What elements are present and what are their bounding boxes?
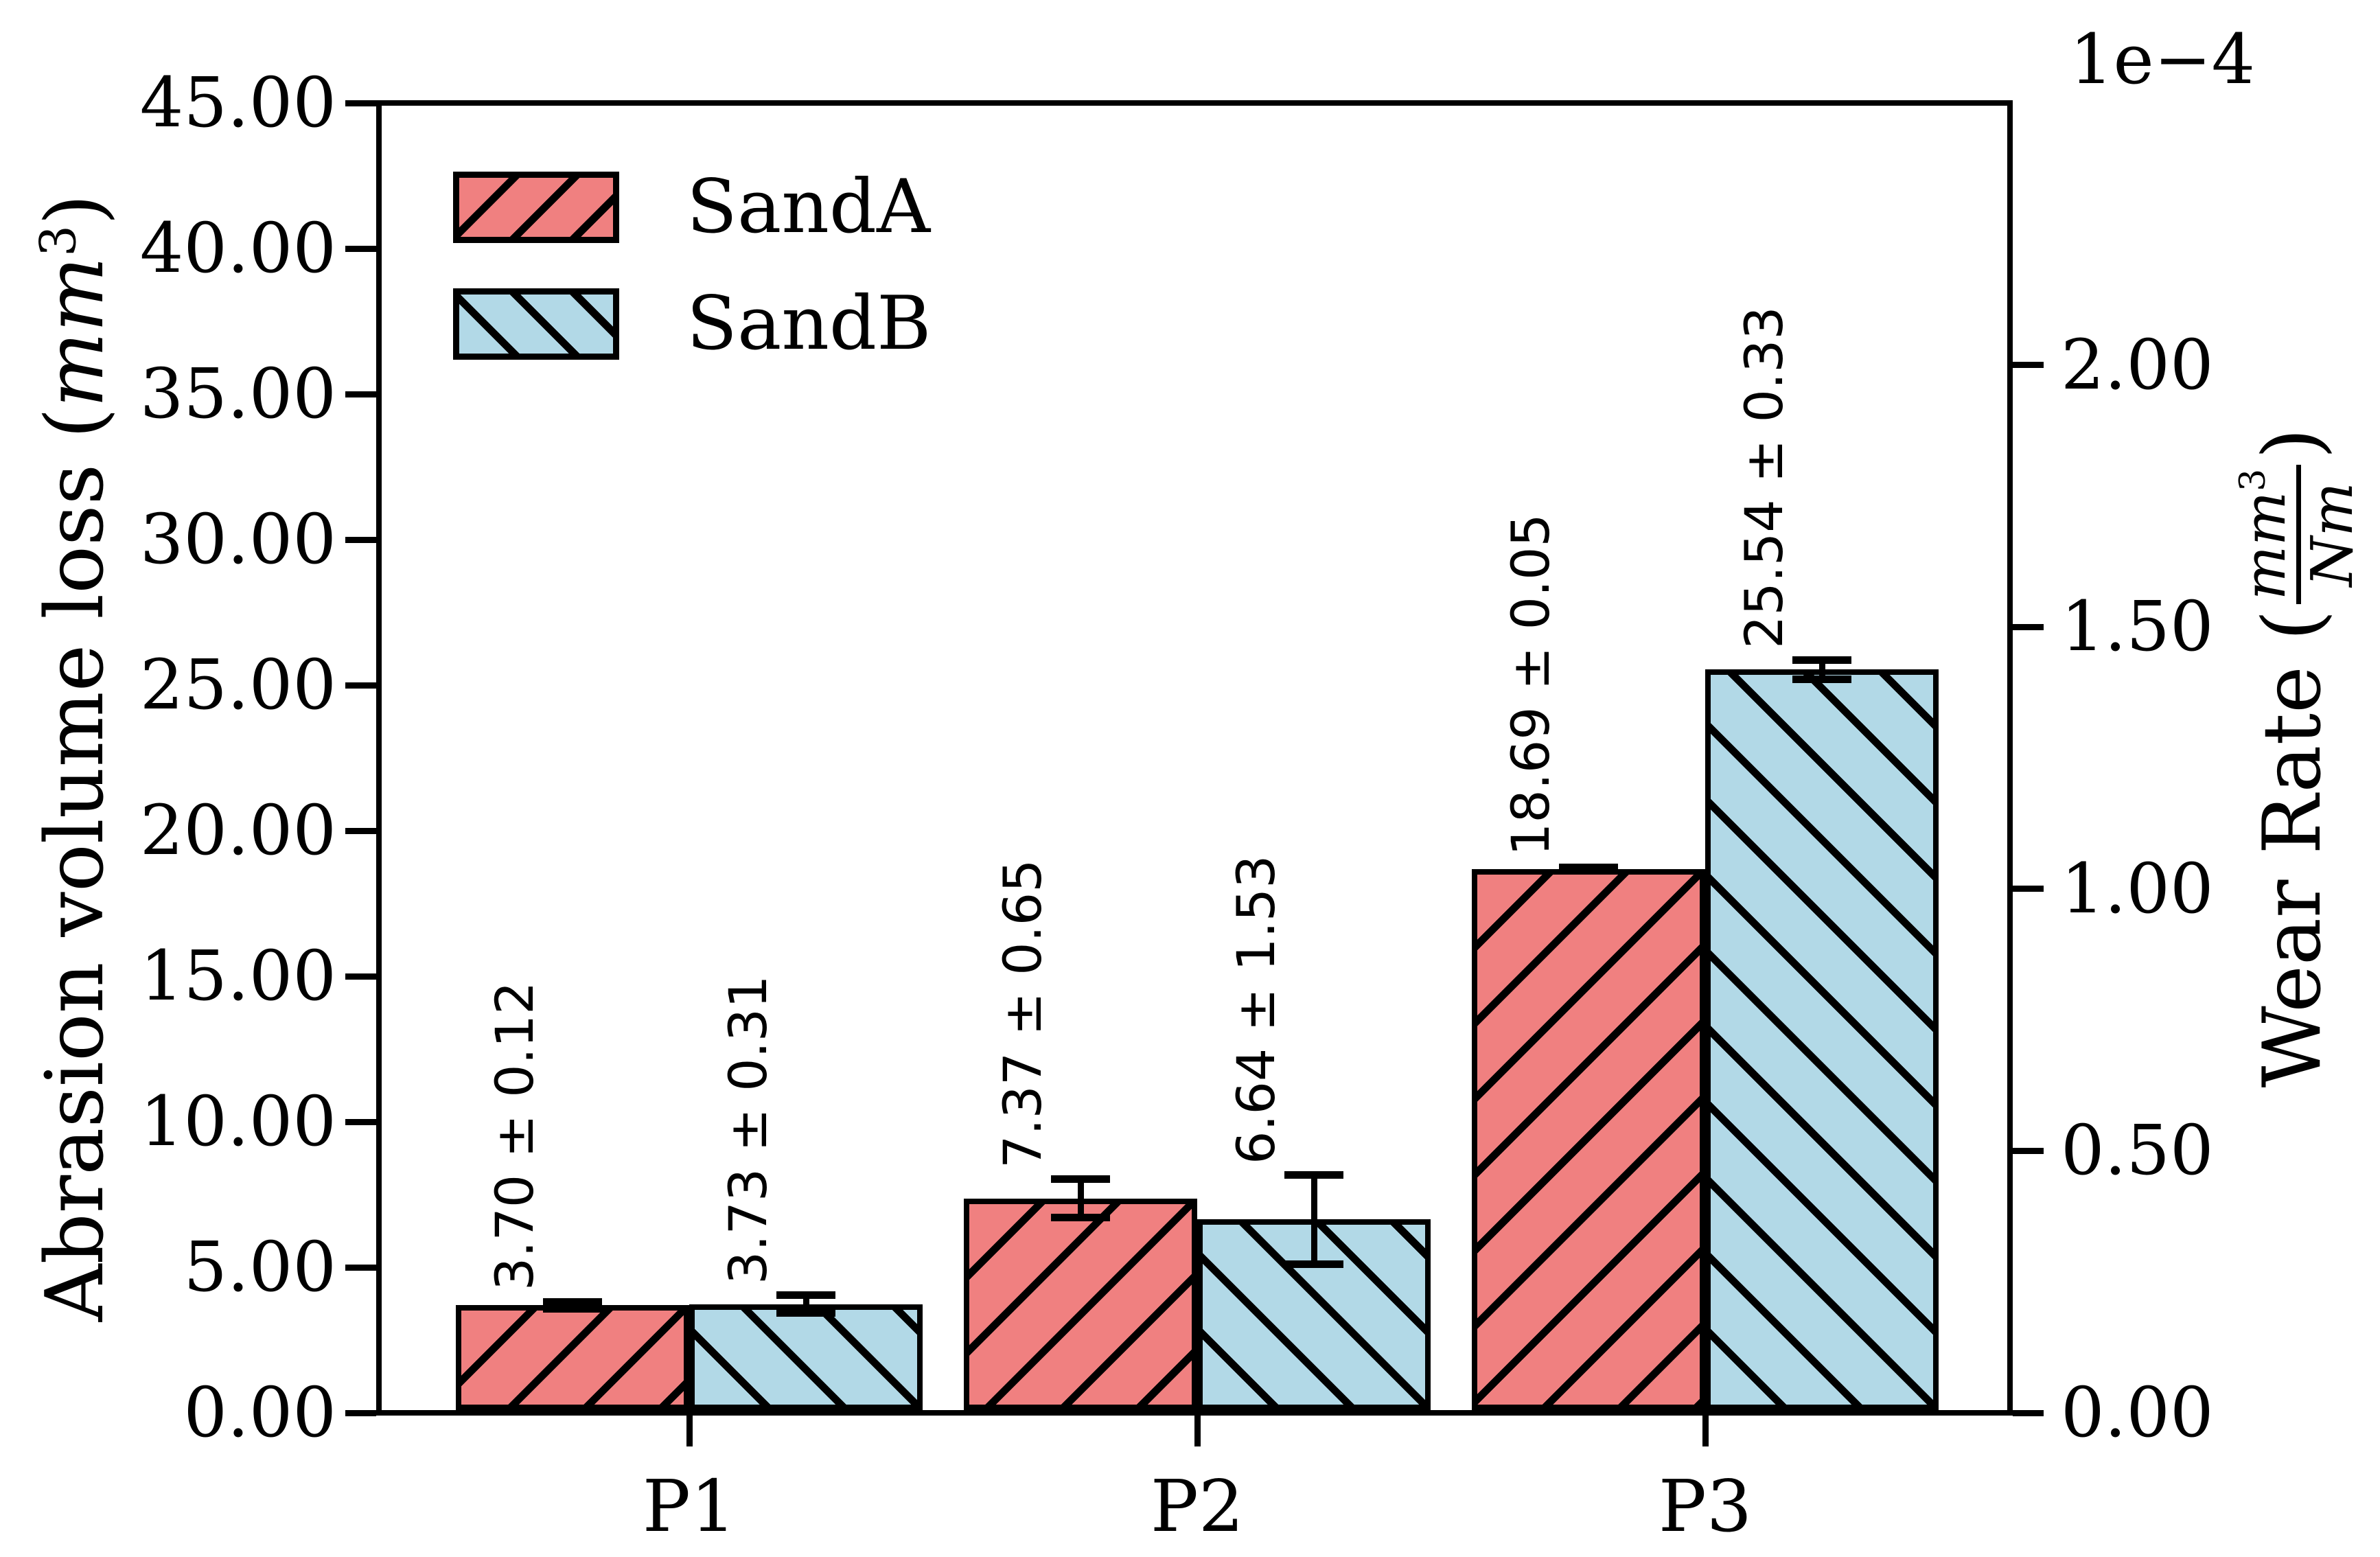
x-axis-tick bbox=[686, 1416, 693, 1446]
left-axis-tick bbox=[345, 682, 376, 689]
error-bar-sandb-p3 bbox=[1818, 660, 1825, 680]
bar-sanda-p1 bbox=[456, 1305, 689, 1410]
right-axis-tick-label: 1.00 bbox=[2061, 848, 2214, 929]
error-bar-cap-top bbox=[1284, 1171, 1343, 1179]
bar-label-sandb-p3: 25.54 ± 0.33 bbox=[1733, 306, 1794, 649]
left-axis-tick-label: 0.00 bbox=[183, 1372, 336, 1453]
left-axis-tick-label: 30.00 bbox=[139, 499, 336, 579]
error-bar-cap-bottom bbox=[1559, 866, 1618, 875]
left-axis-tick-label: 25.00 bbox=[139, 645, 336, 725]
bar-sandb-p1 bbox=[689, 1304, 923, 1410]
x-axis-tick-label: P2 bbox=[1150, 1464, 1245, 1548]
right-axis-tick-label: 1.50 bbox=[2061, 586, 2214, 667]
error-bar-cap-bottom bbox=[1284, 1260, 1343, 1268]
bar-sandb-p3 bbox=[1705, 669, 1939, 1410]
bar-sanda-p2 bbox=[964, 1198, 1197, 1410]
error-bar-cap-bottom bbox=[1051, 1213, 1110, 1221]
right-axis-tick bbox=[2013, 1409, 2044, 1416]
error-bar-cap-bottom bbox=[543, 1304, 602, 1313]
x-axis-tick-label: P1 bbox=[642, 1464, 737, 1548]
legend-label-sanda: SandA bbox=[686, 164, 931, 250]
left-axis-tick bbox=[345, 245, 376, 252]
right-axis-tick bbox=[2013, 886, 2044, 892]
bar-label-sandb-p2: 6.64 ± 1.53 bbox=[1225, 855, 1286, 1164]
legend-swatch-sanda-icon bbox=[453, 172, 619, 243]
x-axis-tick bbox=[1194, 1416, 1201, 1446]
legend-entry-sanda: SandA bbox=[453, 170, 931, 244]
error-bar-sandb-p1 bbox=[802, 1295, 809, 1313]
right-axis-fraction-exponent: 3 bbox=[2232, 468, 2274, 492]
right-axis-tick-label: 0.00 bbox=[2061, 1372, 2214, 1453]
left-axis-tick bbox=[345, 1264, 376, 1271]
bar-label-sanda-p3: 18.69 ± 0.05 bbox=[1500, 514, 1561, 857]
error-bar-cap-bottom bbox=[1792, 675, 1851, 683]
legend-swatch-sandb-icon bbox=[453, 288, 619, 360]
left-axis-tick bbox=[345, 391, 376, 397]
left-axis-tick bbox=[345, 827, 376, 834]
x-axis-tick-label: P3 bbox=[1658, 1464, 1753, 1548]
bar-sanda-p3 bbox=[1472, 868, 1705, 1410]
left-axis-tick bbox=[345, 973, 376, 980]
legend-label-sandb: SandB bbox=[686, 281, 932, 367]
bar-label-sandb-p1: 3.73 ± 0.31 bbox=[717, 975, 778, 1284]
error-bar-sandb-p2 bbox=[1310, 1175, 1317, 1265]
right-axis-tick bbox=[2013, 1147, 2044, 1154]
left-axis-tick-label: 20.00 bbox=[139, 790, 336, 870]
right-axis-tick bbox=[2013, 623, 2044, 630]
left-axis-title: Abrasion volume loss (mm3) bbox=[21, 140, 130, 1376]
error-bar-cap-top bbox=[1051, 1175, 1110, 1184]
bar-sandb-p2 bbox=[1197, 1219, 1431, 1410]
right-axis-offset-text: 1e−4 bbox=[2069, 19, 2256, 100]
bar-label-sanda-p1: 3.70 ± 0.12 bbox=[484, 981, 545, 1291]
left-axis-tick bbox=[345, 100, 376, 106]
left-axis-tick-label: 45.00 bbox=[139, 62, 336, 143]
left-axis-tick-label: 10.00 bbox=[139, 1081, 336, 1162]
right-axis-fraction-denominator: Nm bbox=[2298, 482, 2366, 587]
legend-entry-sandb: SandB bbox=[453, 287, 931, 361]
left-axis-tick-label: 40.00 bbox=[139, 208, 336, 288]
error-bar-sanda-p2 bbox=[1077, 1179, 1084, 1218]
legend: SandA SandB bbox=[453, 170, 931, 404]
right-axis-title-suffix: ) bbox=[2246, 428, 2339, 459]
right-axis-tick-label: 2.00 bbox=[2061, 324, 2214, 405]
error-bar-cap-bottom bbox=[776, 1309, 835, 1317]
left-axis-tick-label: 15.00 bbox=[139, 936, 336, 1016]
left-axis-tick bbox=[345, 1118, 376, 1125]
left-axis-tick-label: 5.00 bbox=[183, 1227, 336, 1307]
error-bar-cap-top bbox=[1792, 656, 1851, 664]
error-bar-cap-top bbox=[543, 1298, 602, 1306]
x-axis-tick bbox=[1702, 1416, 1709, 1446]
right-axis-tick-label: 0.50 bbox=[2061, 1110, 2214, 1191]
left-axis-tick bbox=[345, 1409, 376, 1416]
bar-label-sanda-p2: 7.37 ± 0.65 bbox=[992, 859, 1053, 1168]
left-axis-tick-label: 35.00 bbox=[139, 354, 336, 434]
right-axis-title: Wear Rate (mm3 Nm) bbox=[2204, 277, 2380, 1238]
error-bar-cap-top bbox=[776, 1291, 835, 1300]
right-axis-tick bbox=[2013, 362, 2044, 369]
left-axis-tick bbox=[345, 536, 376, 543]
